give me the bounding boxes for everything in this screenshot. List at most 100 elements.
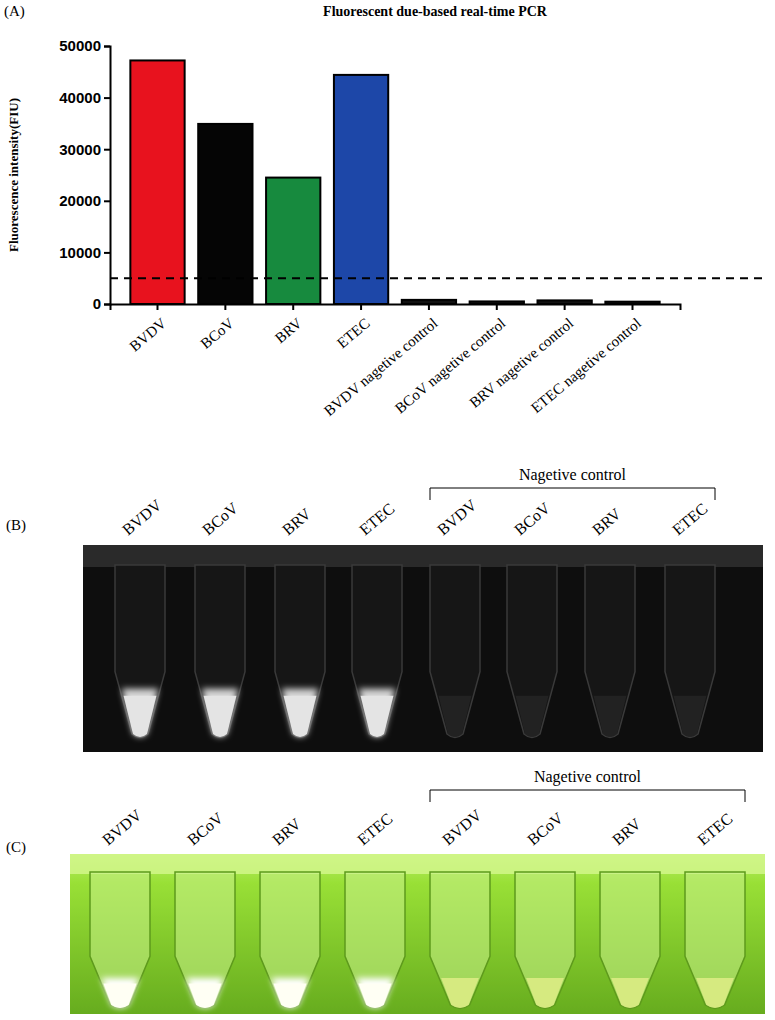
rack-band	[70, 854, 765, 874]
group-label: Nagetive control	[534, 768, 642, 786]
y-tick-mark	[104, 149, 110, 151]
bar	[334, 75, 388, 304]
x-tick: ETEC nagetive control	[528, 304, 644, 416]
figure: (A)Fluorescent due-based real-time PCRFl…	[0, 0, 775, 1020]
glowing-liquid-core	[188, 984, 221, 1008]
x-tick-label: BVDV	[126, 315, 169, 355]
liquid	[439, 696, 472, 737]
x-tick-label: BRV	[272, 315, 305, 346]
lane-label: ETEC	[694, 810, 736, 849]
glowing-liquid-core	[204, 696, 237, 737]
glowing-liquid	[186, 978, 224, 1008]
photo-panel: (B)BVDVBCoVBRVETECBVDVBCoVBRVETECNagetiv…	[6, 466, 763, 752]
glowing-liquid	[271, 978, 309, 1008]
x-tick-mark	[157, 304, 159, 310]
tube	[275, 565, 325, 738]
tube	[352, 565, 402, 738]
glowing-liquid-core	[124, 696, 157, 737]
x-tick-label: ETEC nagetive control	[528, 315, 644, 416]
y-tick-mark	[104, 46, 110, 48]
glowing-liquid	[122, 689, 159, 737]
rack-band	[83, 545, 763, 567]
glowing-liquid-core	[361, 696, 394, 737]
x-tick-mark	[496, 304, 498, 310]
lane-label: BRV	[279, 505, 314, 539]
bar	[266, 178, 320, 304]
y-tick-label: 10000	[59, 244, 101, 261]
glowing-liquid	[101, 978, 139, 1008]
photo-panel: (C)BVDVBCoVBRVETECBVDVBCoVBRVETECNagetiv…	[6, 768, 765, 1014]
tube	[665, 565, 715, 738]
liquid	[594, 696, 627, 737]
lane-label: ETEC	[669, 500, 711, 539]
x-tick: BCoV	[197, 304, 237, 352]
y-tick-mark	[104, 200, 110, 202]
y-tick: 20000	[59, 192, 110, 209]
lane-label: BCoV	[184, 809, 227, 849]
glowing-liquid-core	[273, 984, 306, 1008]
y-axis: 0 10000 20000 30000 40000 50000	[59, 37, 110, 312]
y-axis-line	[104, 47, 111, 305]
x-tick-mark	[632, 304, 634, 310]
bars	[130, 60, 659, 304]
glowing-liquid	[202, 689, 239, 737]
x-tick-mark	[292, 304, 294, 310]
y-tick-label: 20000	[59, 192, 101, 209]
lane-label: BVDV	[439, 806, 485, 848]
threshold-line	[110, 277, 767, 279]
bar	[402, 300, 456, 304]
tube	[515, 872, 575, 1009]
lane-label: BCoV	[199, 499, 242, 539]
x-tick-label: ETEC	[334, 315, 373, 351]
x-tick-mark	[564, 304, 566, 310]
x-tick-label: BCoV	[197, 315, 237, 352]
bar	[130, 60, 184, 304]
glowing-liquid-core	[103, 984, 136, 1008]
lane-label: ETEC	[354, 810, 396, 849]
photo-ground-tint	[70, 854, 765, 1014]
bar	[198, 124, 252, 304]
y-tick-mark	[104, 304, 110, 306]
y-tick: 10000	[59, 244, 110, 261]
glowing-liquid	[356, 978, 394, 1008]
y-tick: 30000	[59, 141, 110, 158]
lane-label: BCoV	[511, 499, 554, 539]
y-tick-label: 40000	[59, 89, 101, 106]
y-tick-mark	[104, 97, 110, 99]
tube	[90, 872, 150, 1009]
tube	[175, 872, 235, 1009]
x-tick-mark	[360, 304, 362, 310]
y-tick: 50000	[59, 37, 110, 54]
lane-label: ETEC	[356, 500, 398, 539]
panel-label: (A)	[4, 3, 25, 20]
tube	[195, 565, 245, 738]
tube	[115, 565, 165, 738]
tube	[600, 872, 660, 1009]
lane-label: BRV	[589, 505, 624, 539]
tube	[507, 565, 557, 738]
glowing-liquid	[359, 689, 396, 737]
tube	[345, 872, 405, 1009]
group-label: Nagetive control	[519, 466, 627, 484]
lane-label: BCoV	[524, 809, 567, 849]
bracket	[430, 790, 745, 802]
liquid	[674, 696, 707, 737]
x-tick: BRV	[272, 304, 305, 346]
tube	[685, 872, 745, 1009]
x-tick: BCoV nagetive control	[392, 304, 509, 416]
x-tick: BVDV nagetive control	[321, 304, 441, 419]
photo-background	[83, 545, 763, 752]
y-tick: 40000	[59, 89, 110, 106]
bracket	[430, 488, 715, 500]
y-tick-mark	[104, 252, 110, 254]
y-tick-label: 0	[93, 295, 101, 312]
x-tick-mark	[224, 304, 226, 310]
lane-label: BVDV	[434, 496, 480, 538]
y-tick: 0	[93, 295, 110, 312]
photo-background	[70, 854, 765, 1014]
y-tick-label: 30000	[59, 141, 101, 158]
lane-label: BVDV	[119, 496, 165, 538]
liquid	[526, 978, 564, 1008]
y-tick-label: 50000	[59, 37, 101, 54]
panel-label: (C)	[6, 839, 26, 856]
